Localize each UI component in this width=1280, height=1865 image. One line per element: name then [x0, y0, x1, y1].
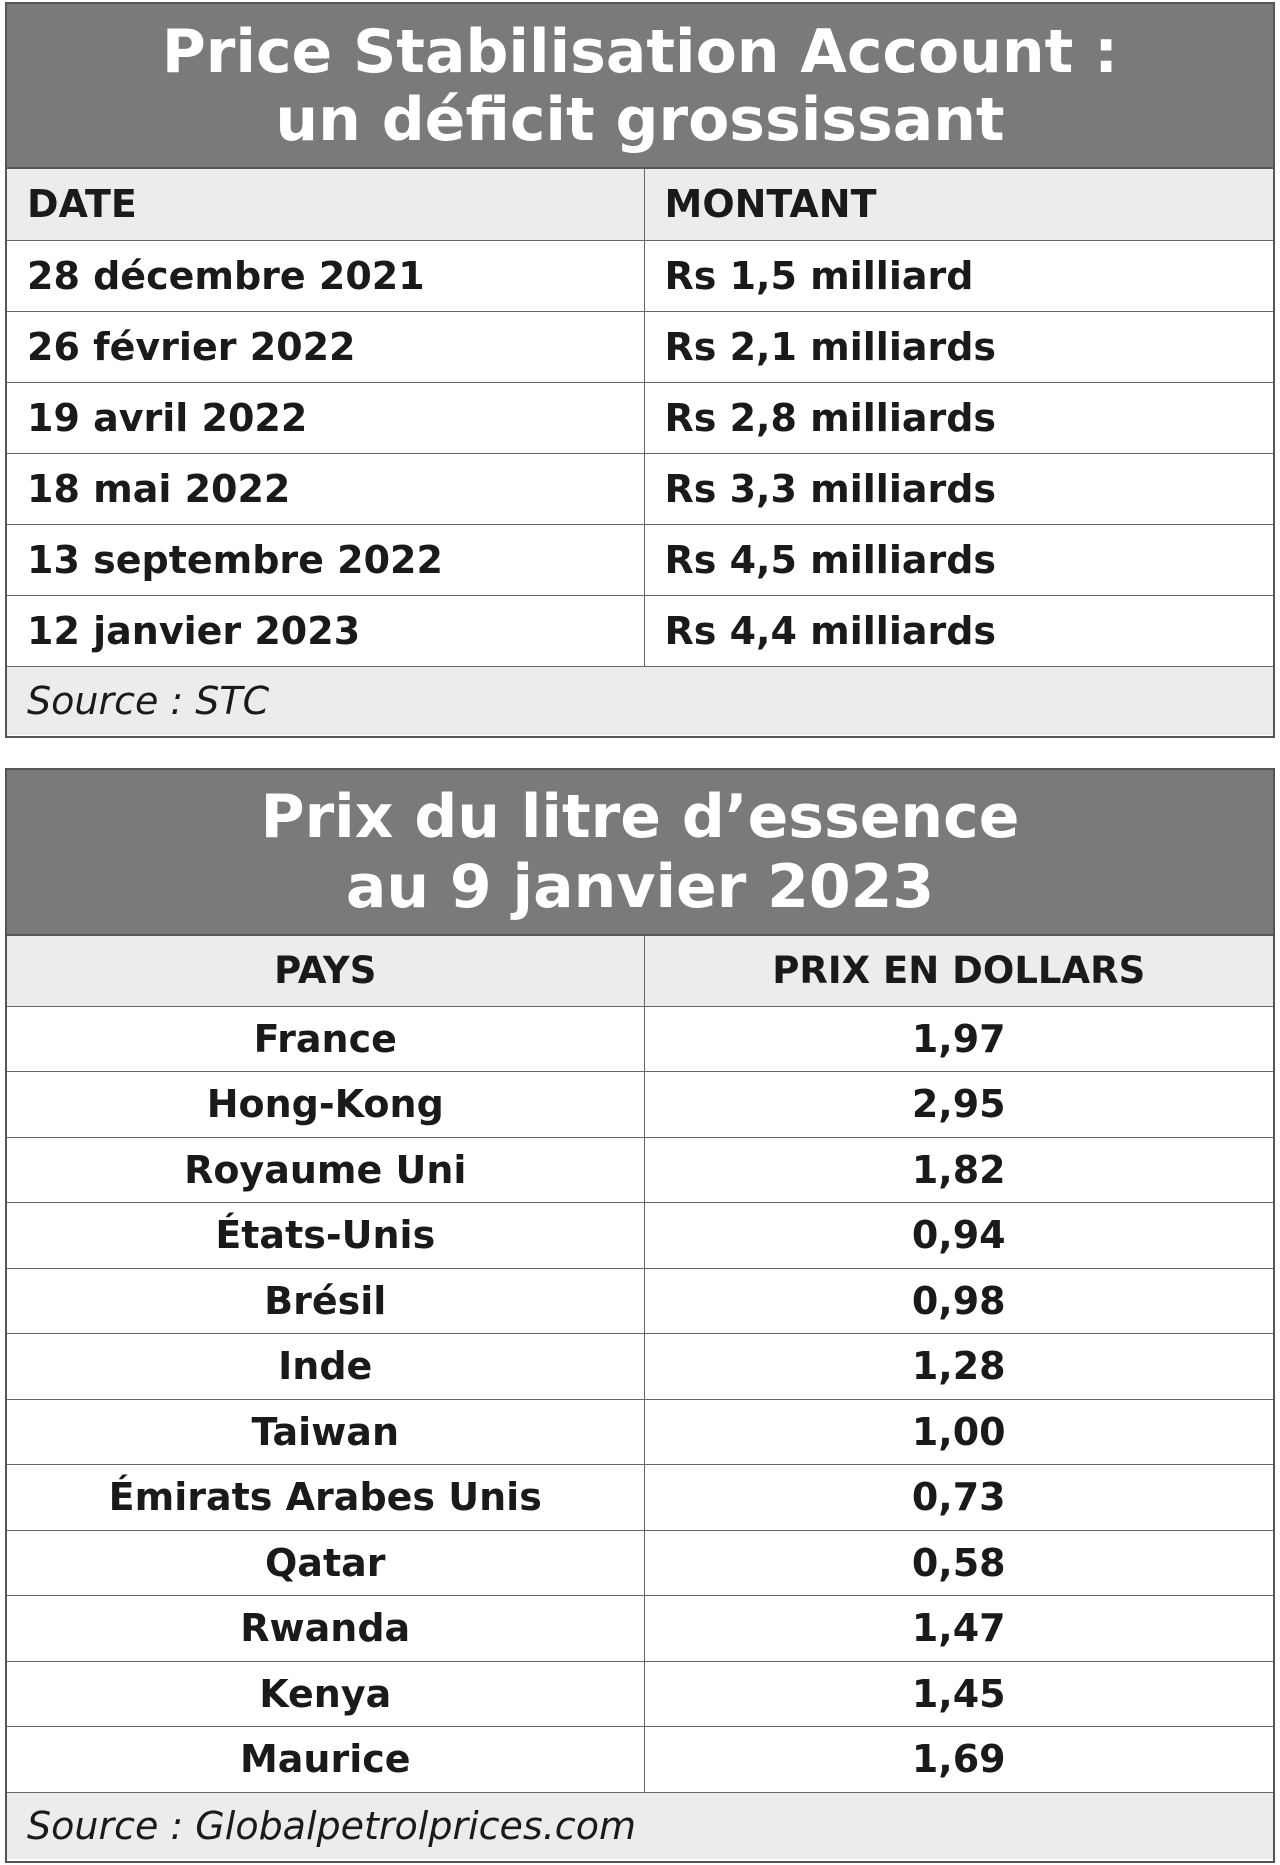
- cell-date: 12 janvier 2023: [7, 595, 645, 667]
- table-row: 12 janvier 2023 Rs 4,4 milliards: [7, 595, 1273, 667]
- column-header-montant: MONTANT: [644, 169, 1273, 241]
- table-row: Qatar 0,58: [7, 1530, 1273, 1596]
- cell-pays: Royaume Uni: [7, 1137, 645, 1203]
- table-row: États-Unis 0,94: [7, 1202, 1273, 1269]
- cell-montant: Rs 2,8 milliards: [644, 382, 1273, 454]
- price-stabilisation-table-panel: Price Stabilisation Account : un déficit…: [5, 2, 1275, 738]
- table1-source: Source : STC: [7, 666, 1273, 735]
- table-row: Inde 1,28: [7, 1333, 1273, 1400]
- cell-prix: 1,82: [644, 1137, 1273, 1203]
- cell-prix: 1,69: [644, 1726, 1273, 1793]
- cell-pays: Inde: [7, 1333, 645, 1400]
- cell-date: 28 décembre 2021: [7, 240, 645, 312]
- column-header-date: DATE: [7, 169, 645, 241]
- cell-pays: Hong-Kong: [7, 1071, 645, 1138]
- table-row: 26 février 2022 Rs 2,1 milliards: [7, 311, 1273, 383]
- table-row: 19 avril 2022 Rs 2,8 milliards: [7, 382, 1273, 454]
- column-header-prix: PRIX EN DOLLARS: [644, 936, 1273, 1007]
- table-row: Rwanda 1,47: [7, 1595, 1273, 1662]
- table-row: France 1,97: [7, 1006, 1273, 1072]
- table-row: Maurice 1,69: [7, 1726, 1273, 1793]
- table2-title-line2: au 9 janvier 2023: [345, 852, 935, 922]
- table-row: 18 mai 2022 Rs 3,3 milliards: [7, 453, 1273, 525]
- cell-prix: 1,47: [644, 1595, 1273, 1662]
- cell-montant: Rs 4,5 milliards: [644, 524, 1273, 596]
- table2-source: Source : Globalpetrolprices.com: [7, 1792, 1273, 1859]
- cell-prix: 0,73: [644, 1464, 1273, 1531]
- petrol-price-table: PAYS PRIX EN DOLLARS France 1,97 Hong-Kon…: [7, 936, 1273, 1793]
- table-row: Émirats Arabes Unis 0,73: [7, 1464, 1273, 1531]
- cell-date: 13 septembre 2022: [7, 524, 645, 596]
- table-row: Brésil 0,98: [7, 1268, 1273, 1334]
- table-row: Taiwan 1,00: [7, 1399, 1273, 1465]
- cell-prix: 2,95: [644, 1071, 1273, 1138]
- cell-date: 26 février 2022: [7, 311, 645, 383]
- cell-pays: Taiwan: [7, 1399, 645, 1465]
- cell-prix: 1,28: [644, 1333, 1273, 1400]
- deficit-table: DATE MONTANT 28 décembre 2021 Rs 1,5 mill…: [7, 169, 1273, 667]
- cell-date: 19 avril 2022: [7, 382, 645, 454]
- cell-prix: 1,97: [644, 1006, 1273, 1072]
- cell-pays: États-Unis: [7, 1202, 645, 1269]
- petrol-price-table-panel: Prix du litre d’essence au 9 janvier 202…: [5, 768, 1275, 1863]
- cell-pays: Kenya: [7, 1661, 645, 1727]
- table-row: 28 décembre 2021 Rs 1,5 milliard: [7, 240, 1273, 312]
- cell-pays: Émirats Arabes Unis: [7, 1464, 645, 1531]
- table-header-row: PAYS PRIX EN DOLLARS: [7, 936, 1273, 1007]
- cell-prix: 1,00: [644, 1399, 1273, 1465]
- table1-title: Price Stabilisation Account : un déficit…: [7, 4, 1273, 169]
- cell-pays: Maurice: [7, 1726, 645, 1793]
- table-row: Royaume Uni 1,82: [7, 1137, 1273, 1203]
- table-header-row: DATE MONTANT: [7, 169, 1273, 241]
- cell-prix: 0,94: [644, 1202, 1273, 1269]
- cell-montant: Rs 3,3 milliards: [644, 453, 1273, 525]
- cell-prix: 1,45: [644, 1661, 1273, 1727]
- cell-pays: Brésil: [7, 1268, 645, 1334]
- cell-prix: 0,58: [644, 1530, 1273, 1596]
- table2-title-line1: Prix du litre d’essence: [260, 782, 1020, 852]
- cell-montant: Rs 2,1 milliards: [644, 311, 1273, 383]
- cell-date: 18 mai 2022: [7, 453, 645, 525]
- table1-title-line1: Price Stabilisation Account :: [161, 16, 1119, 87]
- table-row: 13 septembre 2022 Rs 4,5 milliards: [7, 524, 1273, 596]
- table-row: Kenya 1,45: [7, 1661, 1273, 1727]
- table1-title-line2: un déficit grossissant: [275, 84, 1005, 155]
- cell-pays: Qatar: [7, 1530, 645, 1596]
- cell-pays: Rwanda: [7, 1595, 645, 1662]
- table-row: Hong-Kong 2,95: [7, 1071, 1273, 1138]
- column-header-pays: PAYS: [7, 936, 645, 1007]
- cell-prix: 0,98: [644, 1268, 1273, 1334]
- cell-montant: Rs 1,5 milliard: [644, 240, 1273, 312]
- cell-montant: Rs 4,4 milliards: [644, 595, 1273, 667]
- cell-pays: France: [7, 1006, 645, 1072]
- table2-title: Prix du litre d’essence au 9 janvier 202…: [7, 770, 1273, 936]
